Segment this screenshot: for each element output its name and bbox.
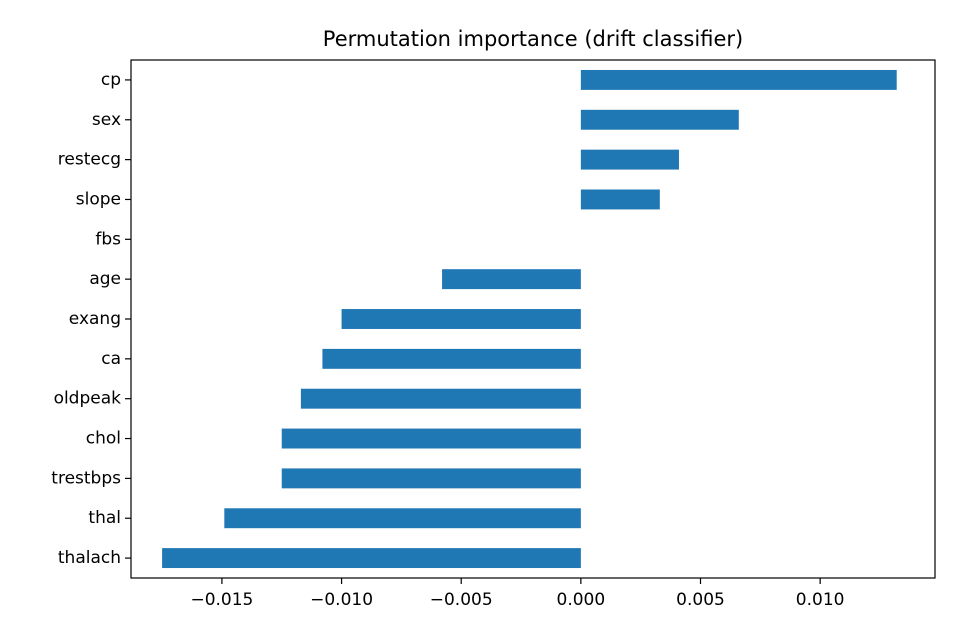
plot-frame [130, 59, 936, 579]
x-tick-label: −0.010 [310, 590, 373, 610]
bar-oldpeak [300, 388, 581, 409]
chart-title: Permutation importance (drift classifier… [323, 27, 743, 51]
y-tick-label-age: age [89, 269, 121, 289]
bar-trestbps [281, 468, 581, 489]
x-tick-label: 0.000 [557, 590, 606, 610]
y-tick-label-restecg: restecg [58, 150, 121, 170]
bar-exang [341, 309, 581, 329]
bar-chol [281, 428, 581, 449]
bars-group [162, 69, 897, 569]
bar-age [442, 269, 581, 290]
bar-restecg [580, 149, 679, 170]
x-tick-label: 0.005 [676, 590, 725, 610]
x-tick-label: −0.015 [190, 590, 253, 610]
bar-cp [580, 69, 897, 90]
bar-ca [322, 348, 581, 369]
y-axis: cp sex restecg slope fbs age exang ca oldpeak cho… [51, 70, 131, 568]
bar-thalach [162, 548, 581, 569]
y-tick-label-fbs: fbs [95, 229, 121, 249]
x-tick-label: 0.010 [796, 590, 845, 610]
bar-sex [580, 109, 739, 130]
y-tick-label-slope: slope [76, 189, 121, 209]
y-tick-label-thal: thal [88, 508, 121, 528]
x-axis: −0.015 −0.010 −0.005 0.000 0.005 0.010 [190, 578, 844, 610]
y-tick-label-oldpeak: oldpeak [54, 389, 122, 409]
y-tick-label-trestbps: trestbps [51, 468, 121, 488]
x-tick-label: −0.005 [430, 590, 493, 610]
y-tick-label-sex: sex [92, 110, 121, 130]
y-tick-label-ca: ca [101, 349, 121, 369]
y-tick-label-thalach: thalach [58, 548, 121, 568]
bar-slope [580, 189, 660, 210]
y-tick-label-cp: cp [101, 70, 121, 90]
bar-thal [224, 508, 581, 529]
y-tick-label-chol: chol [86, 429, 121, 449]
y-tick-label-exang: exang [69, 309, 121, 329]
